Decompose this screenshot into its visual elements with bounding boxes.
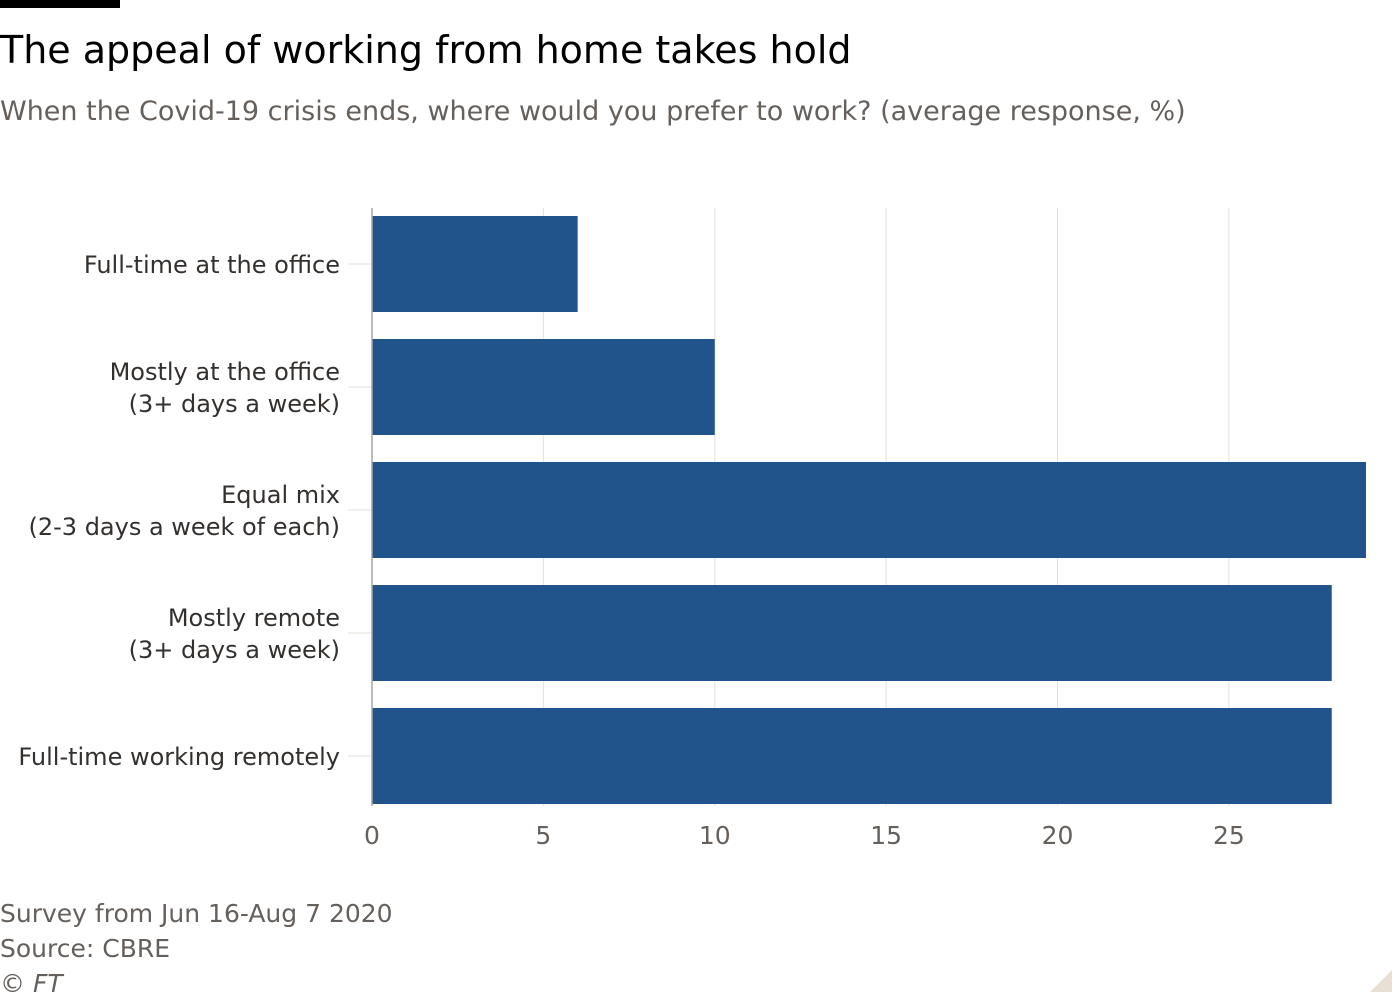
bar bbox=[372, 708, 1332, 804]
x-tick-label: 20 bbox=[1042, 821, 1074, 850]
x-tick-label: 10 bbox=[699, 821, 731, 850]
category-label: Mostly at the office bbox=[110, 358, 340, 386]
bar bbox=[372, 339, 715, 435]
bar bbox=[372, 216, 578, 312]
category-label: Full-time working remotely bbox=[18, 743, 340, 771]
category-label: Equal mix bbox=[221, 481, 340, 509]
x-tick-label: 15 bbox=[870, 821, 902, 850]
x-tick-label: 25 bbox=[1213, 821, 1245, 850]
chart-title: The appeal of working from home takes ho… bbox=[0, 28, 852, 72]
category-label: Full-time at the office bbox=[84, 251, 340, 279]
bar bbox=[372, 462, 1366, 558]
category-label: (3+ days a week) bbox=[129, 390, 340, 418]
x-tick-label: 5 bbox=[535, 821, 551, 850]
category-label: (3+ days a week) bbox=[129, 636, 340, 664]
category-label: Mostly remote bbox=[168, 604, 340, 632]
top-rule bbox=[0, 0, 120, 8]
category-label: (2-3 days a week of each) bbox=[29, 513, 341, 541]
copyright: © FT bbox=[0, 969, 63, 998]
bar-chart: Full-time at the office Mostly at the off… bbox=[18, 208, 1366, 850]
source-note: Source: CBRE bbox=[0, 934, 171, 963]
survey-note: Survey from Jun 16-Aug 7 2020 bbox=[0, 899, 393, 928]
corner-fold-icon bbox=[1370, 970, 1392, 992]
chart-subtitle: When the Covid-19 crisis ends, where wou… bbox=[0, 96, 1186, 127]
x-tick-label: 0 bbox=[364, 821, 380, 850]
bar bbox=[372, 585, 1332, 681]
